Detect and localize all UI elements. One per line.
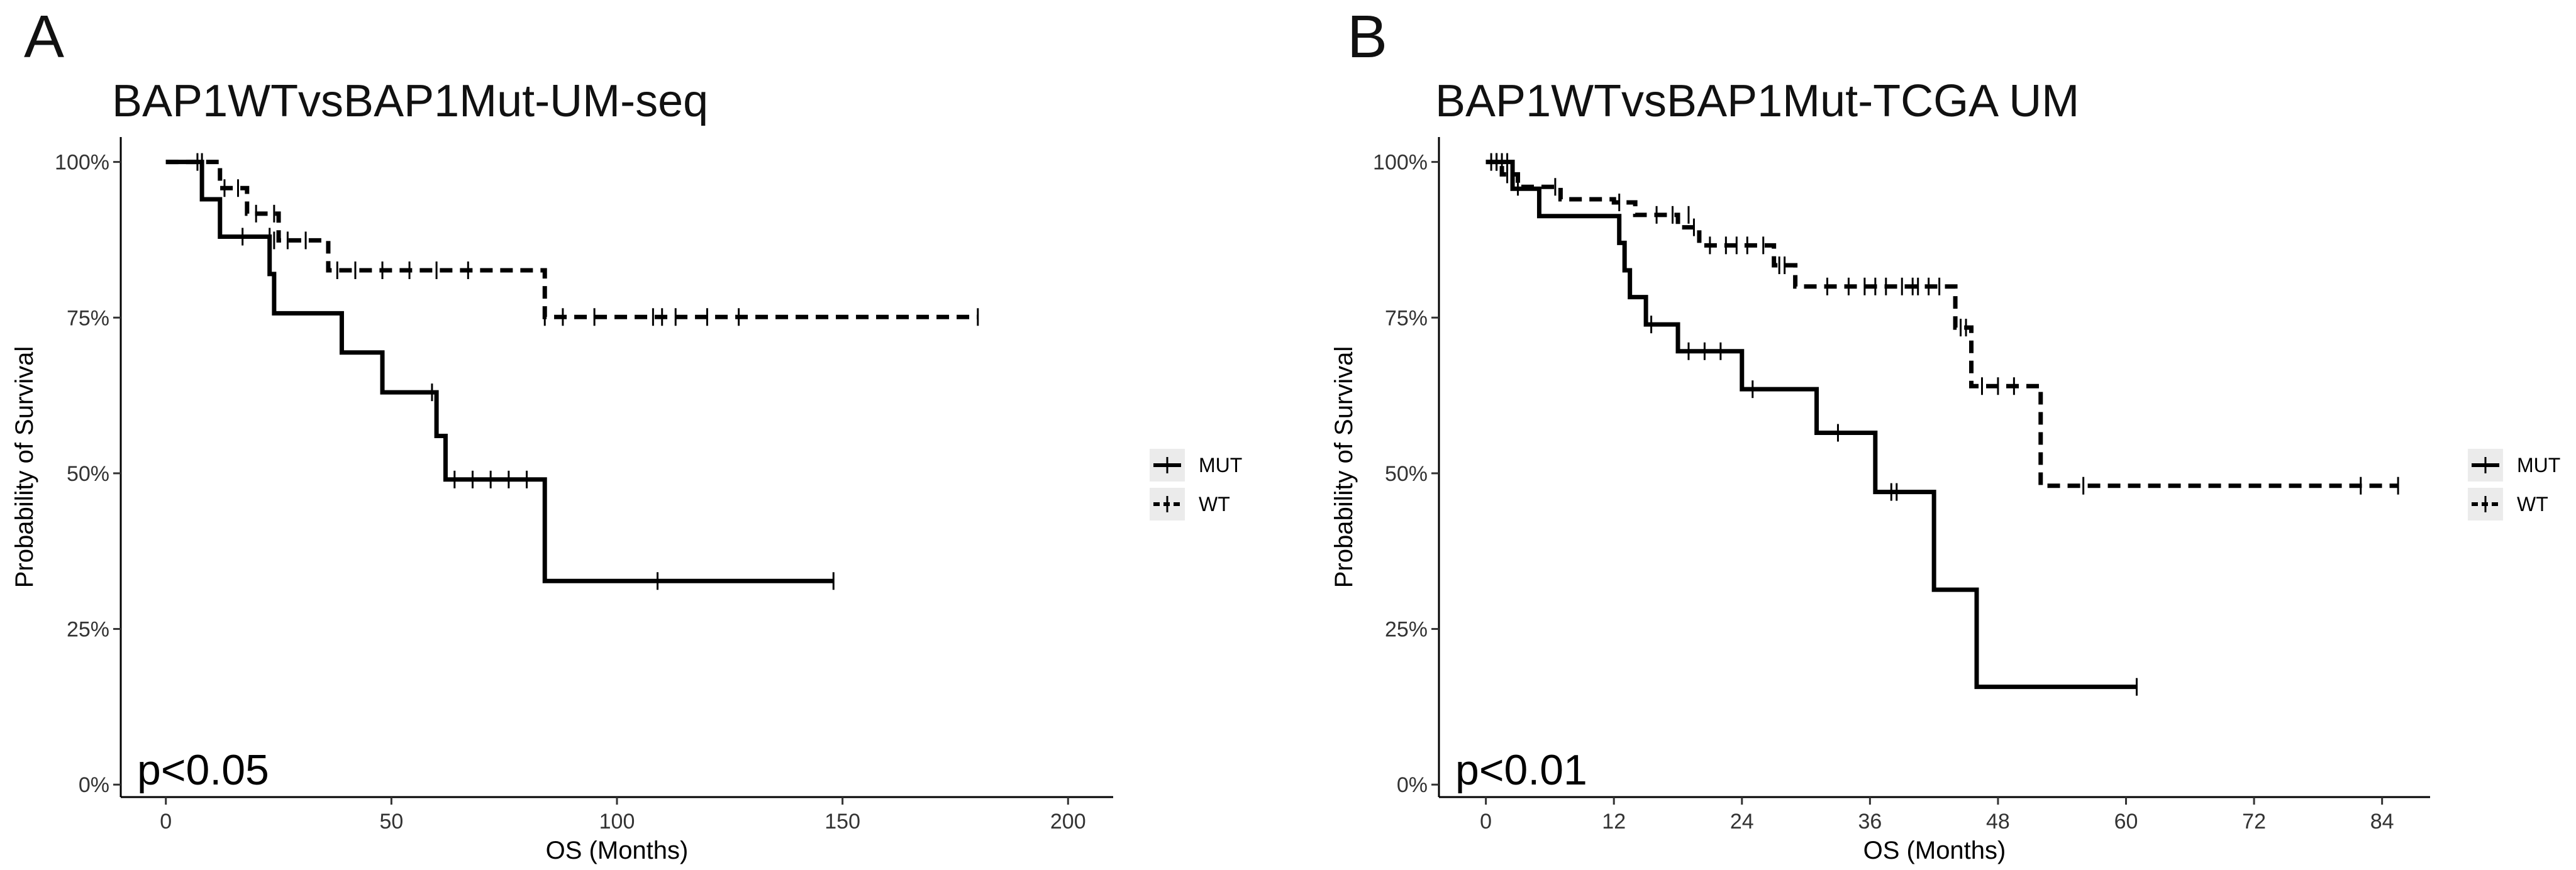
x-tick-label: 150	[824, 810, 860, 834]
x-tick-label: 36	[1858, 810, 1882, 834]
x-tick-label: 100	[599, 810, 635, 834]
x-tick-label: 60	[2114, 810, 2138, 834]
x-tick-label: 12	[1602, 810, 1626, 834]
y-tick-label: 25%	[1385, 618, 1428, 642]
chart-title: BAP1WTvsBAP1Mut-UM-seq	[112, 76, 709, 126]
panel-b: B BAP1WTvsBAP1Mut-TCGA UM 0% 25% 50% 75% 100…	[1314, 0, 2576, 870]
km-chart: 0% 25% 50% 75% 100% 0 12 24 36 48 60 72 84 OS (Months…	[1330, 137, 2560, 864]
panel-letter: B	[1347, 3, 1388, 70]
series-line-mut	[1485, 160, 2137, 690]
y-tick-label: 0%	[1397, 773, 1428, 797]
x-tick-label: 48	[1986, 810, 2010, 834]
p-value-annotation: p<0.05	[137, 746, 269, 794]
y-tick-label: 75%	[67, 306, 109, 330]
p-value-annotation: p<0.01	[1455, 746, 1587, 794]
y-axis-label: Probability of Survival	[11, 346, 38, 588]
y-tick-label: 100%	[55, 151, 109, 175]
y-tick-label: 75%	[1385, 306, 1428, 330]
x-tick-label: 84	[2370, 810, 2394, 834]
x-tick-label: 0	[160, 810, 172, 834]
legend-label: WT	[2517, 493, 2548, 515]
x-tick-label: 72	[2242, 810, 2266, 834]
y-tick-label: 25%	[67, 618, 109, 642]
y-tick-label: 50%	[67, 462, 109, 486]
x-axis-label: OS (Months)	[1863, 837, 2006, 864]
x-tick-label: 50	[379, 810, 403, 834]
legend-label: WT	[1199, 493, 1230, 515]
series-line-wt	[1485, 160, 2399, 488]
x-tick-label: 24	[1730, 810, 1754, 834]
panel-letter: A	[24, 3, 65, 70]
km-chart: 0% 25% 50% 75% 100% 0 50 100 150 200 OS (Months) Pr…	[11, 137, 1242, 864]
chart-title: BAP1WTvsBAP1Mut-TCGA UM	[1435, 76, 2080, 126]
legend-label: MUT	[2517, 454, 2560, 476]
series-line-wt	[165, 160, 978, 319]
x-tick-label: 0	[1480, 810, 1492, 834]
series-line-mut	[165, 160, 834, 583]
y-tick-label: 0%	[79, 773, 109, 797]
y-axis-label: Probability of Survival	[1330, 346, 1358, 588]
y-tick-label: 50%	[1385, 462, 1428, 486]
x-tick-label: 200	[1050, 810, 1086, 834]
panel-a: A BAP1WTvsBAP1Mut-UM-seq 0% 25% 50% 75% 100%…	[11, 3, 1242, 864]
legend-label: MUT	[1199, 454, 1242, 476]
x-axis-label: OS (Months)	[546, 837, 689, 864]
y-tick-label: 100%	[1373, 151, 1428, 175]
